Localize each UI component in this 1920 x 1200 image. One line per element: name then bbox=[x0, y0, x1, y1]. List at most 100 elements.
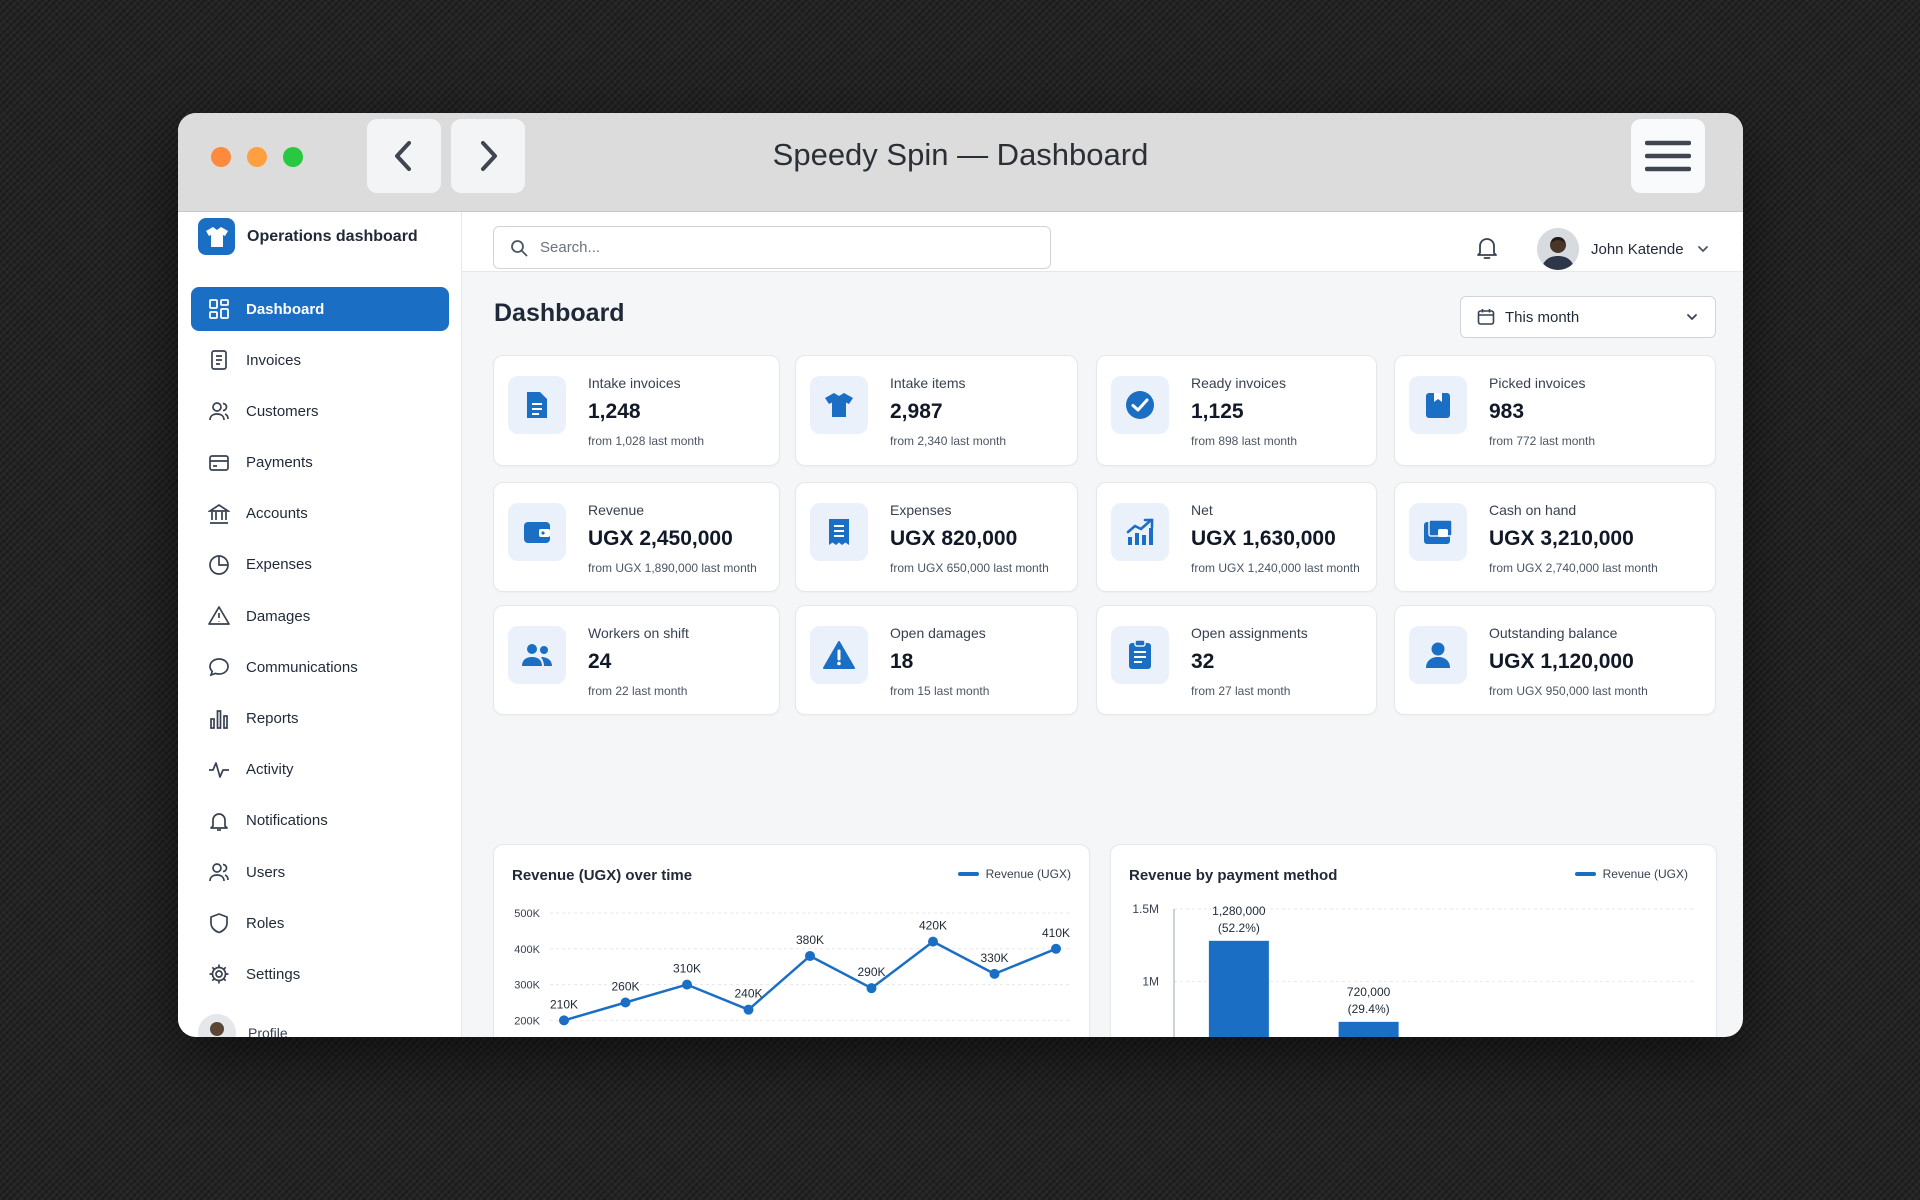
kpi-card-net[interactable]: Net UGX 1,630,000 from UGX 1,240,000 las… bbox=[1096, 482, 1377, 592]
pie-chart-icon bbox=[209, 555, 229, 575]
data-label: 210K bbox=[550, 997, 578, 1011]
chart-title: Revenue (UGX) over time bbox=[512, 867, 693, 884]
sidebar-item-customers[interactable]: Customers bbox=[191, 389, 449, 433]
kpi-card-outstanding-balance[interactable]: Outstanding balance UGX 1,120,000 from U… bbox=[1394, 605, 1716, 715]
sidebar-item-label: Notifications bbox=[246, 812, 328, 830]
kpi-card-intake-invoices[interactable]: Intake invoices 1,248 from 1,028 last mo… bbox=[493, 355, 780, 466]
kpi-card-expenses[interactable]: Expenses UGX 820,000 from UGX 650,000 la… bbox=[795, 482, 1078, 592]
forward-button[interactable] bbox=[451, 119, 525, 193]
sidebar-item-users[interactable]: Users bbox=[191, 850, 449, 894]
document-icon bbox=[508, 376, 566, 434]
kpi-value: UGX 820,000 bbox=[890, 527, 1018, 550]
search-box bbox=[493, 226, 1051, 269]
legend-label: Revenue (UGX) bbox=[985, 867, 1071, 881]
sidebar-item-label: Expenses bbox=[246, 556, 312, 574]
title-bar: Speedy Spin — Dashboard bbox=[178, 113, 1743, 212]
sidebar-item-dashboard[interactable]: Dashboard bbox=[191, 287, 449, 331]
sidebar-item-activity[interactable]: Activity bbox=[191, 748, 449, 792]
kpi-card-workers-on-shift[interactable]: Workers on shift 24 from 22 last month bbox=[493, 605, 780, 715]
calendar-icon bbox=[1477, 309, 1495, 325]
sidebar-item-notifications[interactable]: Notifications bbox=[191, 799, 449, 843]
window-title: Speedy Spin — Dashboard bbox=[772, 137, 1149, 172]
period-select[interactable]: This month bbox=[1460, 296, 1716, 338]
activity-pulse-icon bbox=[209, 761, 229, 778]
sidebar-item-roles[interactable]: Roles bbox=[191, 901, 449, 945]
kpi-label: Workers on shift bbox=[588, 625, 689, 641]
sidebar-item-payments[interactable]: Payments bbox=[191, 441, 449, 485]
kpi-value: UGX 1,630,000 bbox=[1191, 527, 1336, 550]
data-point bbox=[989, 968, 1000, 979]
sidebar-item-expenses[interactable]: Expenses bbox=[191, 543, 449, 587]
search-input[interactable] bbox=[540, 239, 1020, 256]
chevron-left-icon bbox=[395, 141, 411, 171]
kpi-comparison: from 2,340 last month bbox=[890, 434, 1007, 448]
chart-title: Revenue by payment method bbox=[1129, 867, 1338, 884]
kpi-card-ready-invoices[interactable]: Ready invoices 1,125 from 898 last month bbox=[1096, 355, 1377, 466]
kpi-label: Picked invoices bbox=[1489, 375, 1586, 391]
brand[interactable]: Operations dashboard bbox=[198, 218, 418, 255]
sidebar-item-label: Users bbox=[246, 863, 286, 881]
brand-name: Operations dashboard bbox=[247, 227, 418, 245]
kpi-card-cash-on-hand[interactable]: Cash on hand UGX 3,210,000 from UGX 2,74… bbox=[1394, 482, 1716, 592]
kpi-comparison: from 27 last month bbox=[1191, 684, 1291, 698]
data-label: 310K bbox=[673, 962, 701, 976]
kpi-label: Intake items bbox=[890, 375, 966, 391]
notifications-button[interactable] bbox=[1476, 236, 1498, 265]
user-menu[interactable]: John Katende bbox=[1537, 228, 1710, 270]
kpi-value: 24 bbox=[588, 650, 612, 673]
kpi-comparison: from UGX 1,240,000 last month bbox=[1191, 561, 1360, 575]
bar-percent-label: (52.2%) bbox=[1218, 921, 1260, 935]
legend-label: Revenue (UGX) bbox=[1602, 867, 1688, 881]
person-icon bbox=[1409, 626, 1467, 684]
sidebar-item-communications[interactable]: Communications bbox=[191, 645, 449, 689]
wallet-icon bbox=[508, 503, 566, 561]
kpi-label: Open assignments bbox=[1191, 625, 1308, 641]
data-label: 410K bbox=[1042, 926, 1070, 940]
chat-bubble-icon bbox=[209, 658, 229, 677]
close-window-button[interactable] bbox=[211, 147, 231, 167]
kpi-comparison: from UGX 2,740,000 last month bbox=[1489, 561, 1658, 575]
kpi-card-open-assignments[interactable]: Open assignments 32 from 27 last month bbox=[1096, 605, 1377, 715]
kpi-comparison: from 1,028 last month bbox=[588, 434, 705, 448]
sidebar-item-label: Invoices bbox=[246, 351, 302, 369]
maximize-window-button[interactable] bbox=[283, 147, 303, 167]
app-window: Speedy Spin — Dashboard Operations dashb… bbox=[178, 113, 1743, 1037]
page-title: Dashboard bbox=[494, 299, 625, 327]
kpi-card-open-damages[interactable]: Open damages 18 from 15 last month bbox=[795, 605, 1078, 715]
kpi-comparison: from UGX 1,890,000 last month bbox=[588, 561, 757, 575]
sidebar-item-invoices[interactable]: Invoices bbox=[191, 338, 449, 382]
kpi-comparison: from 772 last month bbox=[1489, 434, 1596, 448]
kpi-card-picked-invoices[interactable]: Picked invoices 983 from 772 last month bbox=[1394, 355, 1716, 466]
chart-legend: Revenue (UGX) bbox=[957, 867, 1071, 881]
kpi-card-revenue[interactable]: Revenue UGX 2,450,000 from UGX 1,890,000… bbox=[493, 482, 780, 592]
chevron-down-icon bbox=[1687, 314, 1697, 320]
user-group-icon bbox=[209, 863, 229, 882]
data-point bbox=[805, 950, 815, 961]
user-avatar bbox=[1537, 228, 1579, 270]
kpi-value: 32 bbox=[1191, 650, 1215, 673]
kpi-card-intake-items[interactable]: Intake items 2,987 from 2,340 last month bbox=[795, 355, 1078, 466]
sidebar-profile[interactable]: Profile bbox=[198, 1014, 288, 1037]
y-tick-label: 1M bbox=[1142, 974, 1159, 988]
hamburger-icon bbox=[1645, 140, 1691, 172]
sidebar-item-reports[interactable]: Reports bbox=[191, 697, 449, 741]
hamburger-menu-button[interactable] bbox=[1631, 119, 1705, 193]
back-button[interactable] bbox=[367, 119, 441, 193]
minimize-window-button[interactable] bbox=[247, 147, 267, 167]
bell-icon bbox=[210, 813, 228, 831]
shield-icon bbox=[210, 913, 228, 934]
data-point bbox=[1051, 943, 1061, 954]
kpi-label: Cash on hand bbox=[1489, 502, 1577, 518]
sidebar-item-label: Settings bbox=[246, 965, 301, 983]
bar bbox=[1338, 1021, 1399, 1037]
clipboard-icon bbox=[1111, 626, 1169, 684]
data-label: 330K bbox=[980, 951, 1008, 965]
sidebar-item-settings[interactable]: Settings bbox=[191, 952, 449, 996]
kpi-value: 1,125 bbox=[1191, 400, 1244, 423]
sidebar-item-accounts[interactable]: Accounts bbox=[191, 492, 449, 536]
bar-value-label: 720,000 bbox=[1347, 985, 1391, 999]
chevron-down-icon bbox=[1697, 246, 1708, 252]
sidebar-item-damages[interactable]: Damages bbox=[191, 594, 449, 638]
